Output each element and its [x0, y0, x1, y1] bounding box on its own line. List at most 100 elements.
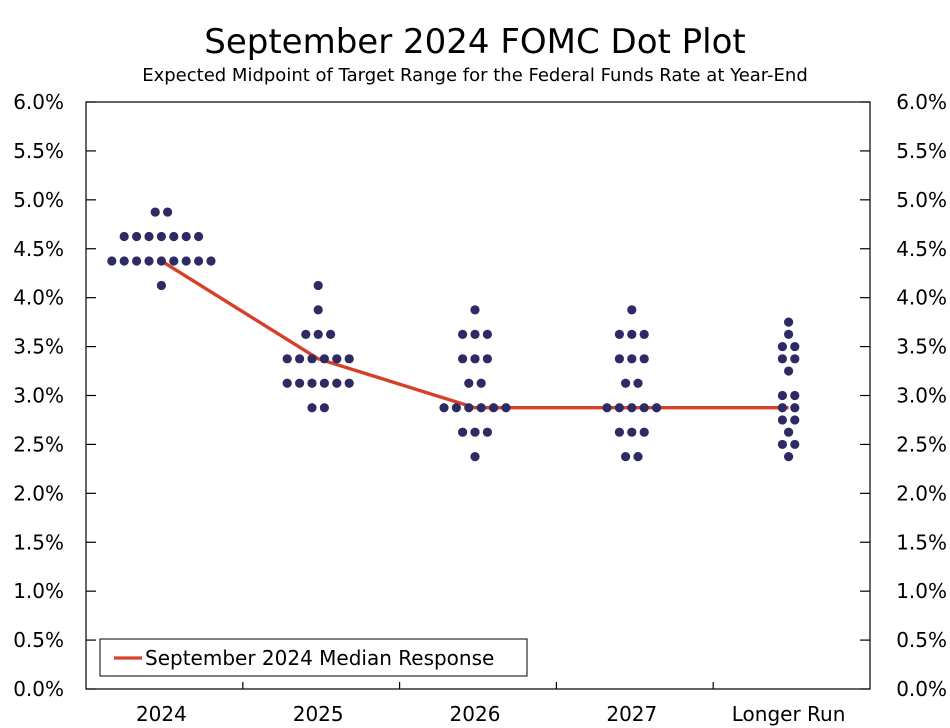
participant-dot — [482, 329, 492, 339]
participant-dot — [144, 256, 154, 266]
participant-dot — [614, 403, 625, 413]
participant-dot — [451, 403, 461, 413]
participant-dot — [470, 354, 480, 364]
y-tick-label-right: 4.0% — [896, 286, 947, 310]
y-tick-label-right: 2.5% — [896, 432, 947, 456]
participant-dot — [319, 378, 329, 388]
y-tick-label-left: 5.0% — [13, 188, 64, 212]
y-tick-label-right: 5.5% — [896, 139, 947, 163]
participant-dot — [194, 231, 204, 242]
participant-dot — [470, 452, 480, 462]
x-category-label: 2026 — [450, 702, 501, 726]
x-axis: 2024 2025 2026 2027 Longer Run — [136, 682, 845, 726]
participant-dot — [627, 427, 637, 437]
participant-dot — [313, 305, 323, 315]
y-tick-label-left: 3.5% — [13, 335, 64, 359]
y-tick-label-right: 0.0% — [896, 677, 947, 701]
participant-dot — [614, 329, 625, 339]
participant-dot — [639, 354, 649, 364]
participant-dot — [627, 329, 637, 339]
legend-box — [99, 638, 528, 677]
chart-title: September 2024 FOMC Dot Plot — [204, 22, 746, 62]
participant-dot — [194, 256, 204, 266]
participant-dot — [790, 354, 800, 364]
participant-dot — [501, 403, 511, 413]
participant-dot — [307, 354, 317, 364]
y-tick-label-right: 0.5% — [896, 628, 947, 652]
dots-layer — [107, 207, 800, 462]
y-tick-label-right: 2.0% — [896, 481, 947, 505]
participant-dot — [206, 256, 216, 266]
participant-dot — [458, 427, 468, 437]
participant-dot — [777, 403, 788, 413]
participant-dot — [295, 354, 305, 364]
participant-dot — [633, 452, 643, 462]
participant-dot — [482, 427, 492, 437]
participant-dot — [639, 329, 649, 339]
participant-dot — [344, 354, 354, 364]
median-line-layer — [160, 259, 789, 410]
y-tick-label-right: 5.0% — [896, 188, 947, 212]
x-category-label: 2025 — [293, 702, 344, 726]
participant-dot — [119, 256, 129, 266]
participant-dot — [132, 231, 142, 242]
participant-dot — [144, 231, 154, 242]
participant-dot — [784, 317, 794, 327]
participant-dot — [639, 427, 649, 437]
participant-dot — [156, 256, 166, 266]
y-tick-label-right: 4.5% — [896, 237, 947, 261]
plot-frame — [85, 101, 871, 690]
participant-dot — [777, 341, 788, 352]
participant-dot — [784, 329, 794, 339]
participant-dot — [777, 439, 788, 450]
participant-dot — [476, 378, 486, 388]
participant-dot — [790, 390, 800, 401]
participant-dot — [307, 403, 317, 413]
y-tick-label-left: 6.0% — [13, 90, 64, 114]
y-tick-label-right: 1.0% — [896, 579, 947, 603]
participant-dot — [627, 403, 637, 413]
legend-label: September 2024 Median Response — [145, 646, 494, 670]
x-category-label: 2024 — [136, 702, 187, 726]
median-line — [160, 259, 789, 410]
participant-dot — [181, 256, 191, 266]
participant-dot — [282, 378, 292, 388]
participant-dot — [627, 305, 637, 315]
participant-dot — [652, 403, 662, 413]
participant-dot — [633, 378, 643, 388]
participant-dot — [301, 329, 311, 339]
y-tick-label-left: 0.5% — [13, 628, 64, 652]
participant-dot — [784, 427, 794, 437]
participant-dot — [156, 231, 166, 242]
participant-dot — [326, 329, 336, 339]
participant-dot — [332, 354, 342, 364]
participant-dot — [790, 415, 800, 425]
participant-dot — [784, 366, 794, 376]
participant-dot — [169, 231, 179, 242]
participant-dot — [313, 329, 323, 339]
y-tick-label-right: 3.0% — [896, 384, 947, 408]
participant-dot — [639, 403, 649, 413]
participant-dot — [282, 354, 292, 364]
participant-dot — [470, 305, 480, 315]
y-tick-label-right: 6.0% — [896, 90, 947, 114]
participant-dot — [470, 427, 480, 437]
y-tick-label-left: 4.5% — [13, 237, 64, 261]
participant-dot — [295, 378, 305, 388]
participant-dot — [777, 390, 788, 401]
participant-dot — [119, 231, 129, 242]
x-category-label: Longer Run — [732, 702, 846, 726]
participant-dot — [464, 403, 474, 413]
y-tick-label-left: 2.5% — [13, 432, 64, 456]
participant-dot — [458, 329, 468, 339]
y-tick-label-left: 0.0% — [13, 677, 64, 701]
participant-dot — [790, 341, 800, 352]
x-category-label: 2027 — [606, 702, 657, 726]
participant-dot — [107, 256, 117, 266]
participant-dot — [319, 403, 329, 413]
participant-dot — [602, 403, 612, 413]
participant-dot — [319, 354, 329, 364]
y-axis-right: 0.0% 0.5% 1.0% 1.5% 2.0% 2.5% 3.0% 3.5% 4.0% 4.5%… — [860, 90, 947, 701]
participant-dot — [150, 207, 160, 217]
